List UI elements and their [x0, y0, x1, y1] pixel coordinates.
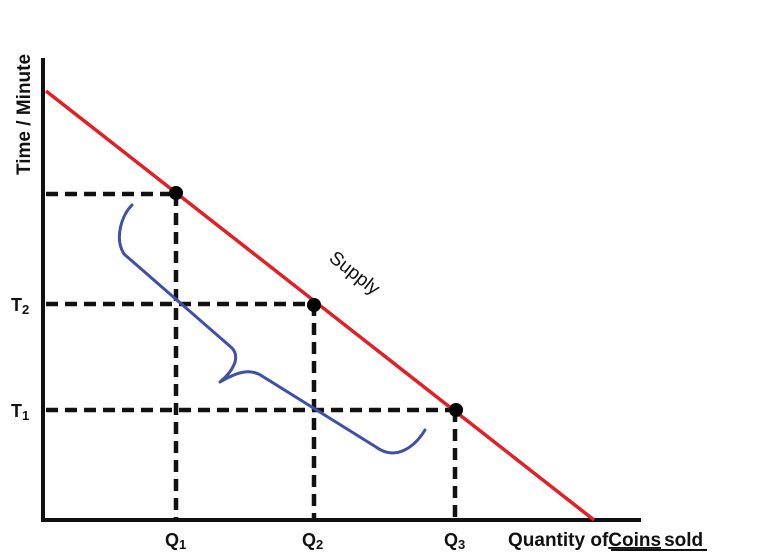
- x-axis-title: Quantity ofCoins sold: [508, 530, 703, 551]
- x-axis-title-emphasis: Coins: [608, 530, 661, 551]
- x-tick-q1-sub: 1: [179, 537, 186, 552]
- y-tick-t1: T1: [11, 401, 29, 423]
- supply-label: Supply: [325, 247, 384, 300]
- y-axis-title: Time / Minute: [14, 54, 35, 175]
- x-axis-title-prefix: Quantity of: [508, 530, 609, 551]
- y-tick-t2-letter: T: [11, 295, 22, 315]
- point-q2: [307, 298, 321, 312]
- guide-lines: [46, 191, 458, 518]
- x-tick-q3-sub: 3: [458, 537, 465, 552]
- y-tick-t2: T2: [11, 295, 29, 317]
- x-tick-q2-sub: 2: [316, 537, 323, 552]
- x-tick-q3-letter: Q: [444, 530, 458, 550]
- point-q3: [449, 403, 463, 417]
- y-tick-t1-sub: 1: [22, 408, 29, 423]
- x-tick-q1-letter: Q: [165, 530, 179, 550]
- y-tick-t2-sub: 2: [22, 302, 29, 317]
- x-tick-q2: Q2: [302, 530, 323, 552]
- point-q1: [169, 186, 183, 200]
- x-axis-title-suffix: sold: [664, 530, 703, 551]
- x-tick-q2-letter: Q: [302, 530, 316, 550]
- annotation-brace: [118, 203, 427, 455]
- x-tick-q3: Q3: [444, 530, 465, 552]
- x-tick-q1: Q1: [165, 530, 186, 552]
- y-tick-t1-letter: T: [11, 401, 22, 421]
